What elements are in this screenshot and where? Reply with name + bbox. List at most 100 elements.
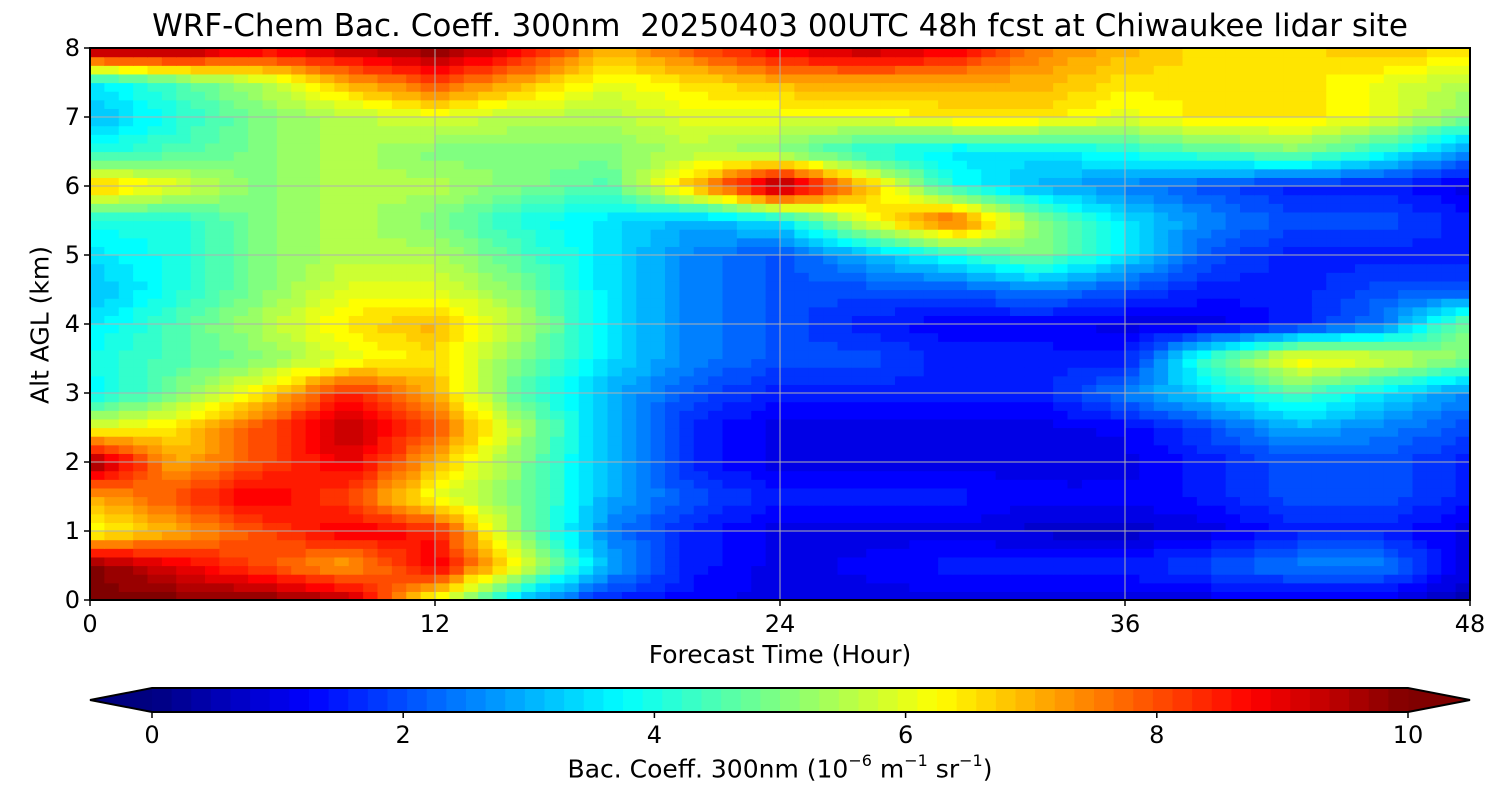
- heatmap-cell: [823, 160, 839, 170]
- heatmap-cell: [1398, 220, 1414, 230]
- heatmap-cell: [708, 453, 724, 463]
- heatmap-cell: [420, 591, 436, 601]
- heatmap-cell: [190, 272, 206, 282]
- heatmap-cell: [1153, 367, 1169, 377]
- heatmap-cell: [837, 211, 853, 222]
- heatmap-cell: [1383, 410, 1399, 420]
- heatmap-cell: [1398, 548, 1414, 558]
- heatmap-cell: [1240, 548, 1255, 558]
- heatmap-cell: [463, 246, 479, 256]
- heatmap-cell: [233, 194, 249, 204]
- heatmap-cell: [952, 160, 968, 170]
- heatmap-cell: [880, 531, 896, 541]
- heatmap-cell: [104, 505, 120, 515]
- heatmap-cell: [1311, 272, 1327, 282]
- heatmap-cell: [780, 427, 795, 437]
- heatmap-cell: [1081, 513, 1097, 523]
- heatmap-cell: [780, 436, 795, 446]
- heatmap-cell: [391, 263, 407, 273]
- heatmap-cell: [909, 582, 925, 592]
- heatmap-cell: [305, 151, 321, 161]
- heatmap-cell: [952, 574, 968, 584]
- heatmap-cell: [521, 349, 537, 360]
- heatmap-cell: [1038, 315, 1054, 325]
- heatmap-cell: [1225, 367, 1241, 377]
- heatmap-cell: [837, 315, 853, 325]
- colorbar-label: Bac. Coeff. 300nm (10−6 m−1 sr−1): [568, 751, 993, 783]
- heatmap-cell: [1340, 177, 1356, 187]
- heatmap-cell: [751, 324, 767, 334]
- heatmap-cell: [1010, 160, 1025, 170]
- heatmap-cell: [621, 487, 637, 498]
- heatmap-cell: [1110, 574, 1126, 584]
- heatmap-cell: [837, 324, 853, 334]
- heatmap-cell: [1311, 522, 1327, 532]
- heatmap-cell: [923, 539, 939, 549]
- heatmap-cell: [320, 186, 335, 196]
- heatmap-cell: [607, 496, 623, 506]
- heatmap-cell: [1441, 280, 1457, 291]
- heatmap-cell: [837, 591, 853, 601]
- heatmap-cell: [736, 427, 752, 437]
- heatmap-cell: [492, 332, 508, 342]
- heatmap-cell: [535, 358, 551, 368]
- heatmap-cell: [722, 194, 738, 204]
- heatmap-cell: [765, 384, 781, 394]
- heatmap-cell: [1067, 298, 1083, 308]
- heatmap-cell: [765, 160, 781, 170]
- heatmap-cell: [823, 203, 839, 213]
- heatmap-cell: [923, 375, 939, 385]
- heatmap-cell: [880, 410, 896, 420]
- heatmap-cell: [1081, 505, 1097, 515]
- heatmap-cell: [147, 177, 163, 187]
- heatmap-cell: [1168, 496, 1184, 506]
- heatmap-cell: [348, 522, 364, 532]
- heatmap-cell: [593, 556, 609, 567]
- heatmap-cell: [693, 168, 709, 178]
- heatmap-cell: [1268, 496, 1284, 506]
- heatmap-cell: [880, 513, 896, 523]
- heatmap-cell: [1283, 470, 1299, 480]
- heatmap-cell: [1010, 496, 1025, 506]
- heatmap-cell: [722, 289, 738, 299]
- heatmap-cell: [866, 358, 882, 368]
- heatmap-cell: [1369, 186, 1385, 196]
- heatmap-cell: [1038, 332, 1054, 342]
- heatmap-cell: [1139, 539, 1155, 549]
- heatmap-cell: [1426, 186, 1442, 196]
- heatmap-cell: [420, 358, 436, 368]
- heatmap-cell: [1283, 496, 1299, 506]
- heatmap-cell: [1412, 237, 1428, 247]
- heatmap-cell: [1096, 168, 1112, 178]
- heatmap-cell: [1340, 410, 1356, 420]
- heatmap-cell: [1081, 358, 1097, 368]
- heatmap-cell: [391, 358, 407, 368]
- heatmap-cell: [938, 289, 954, 299]
- heatmap-cell: [377, 289, 393, 299]
- heatmap-cell: [535, 487, 551, 498]
- heatmap-cell: [1053, 263, 1069, 273]
- heatmap-cell: [1096, 539, 1112, 549]
- heatmap-cell: [1096, 384, 1112, 394]
- heatmap-cell: [995, 168, 1011, 178]
- heatmap-cell: [621, 418, 637, 429]
- heatmap-cell: [650, 427, 666, 437]
- heatmap-cell: [1225, 203, 1241, 213]
- heatmap-cell: [909, 289, 925, 299]
- heatmap-cell: [636, 220, 652, 230]
- heatmap-cell: [1441, 410, 1457, 420]
- heatmap-cell: [794, 479, 810, 489]
- heatmap-cell: [823, 565, 839, 575]
- heatmap-cell: [1182, 565, 1198, 575]
- heatmap-cell: [1297, 539, 1313, 549]
- heatmap-cell: [1081, 548, 1097, 558]
- heatmap-cell: [1096, 522, 1112, 532]
- heatmap-cell: [161, 418, 177, 429]
- heatmap-cell: [679, 151, 695, 161]
- heatmap-cell: [1297, 177, 1313, 187]
- heatmap-cell: [1268, 246, 1284, 256]
- heatmap-cell: [593, 462, 609, 472]
- heatmap-cell: [952, 548, 968, 558]
- heatmap-cell: [1067, 280, 1083, 291]
- heatmap-cell: [564, 384, 580, 394]
